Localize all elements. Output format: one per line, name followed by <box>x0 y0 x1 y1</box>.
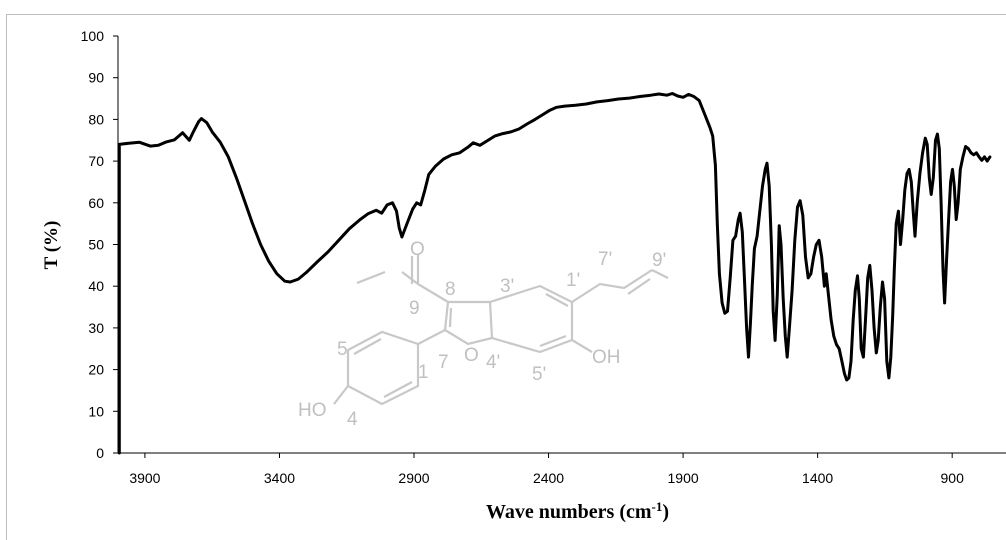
structure-label-oh-right: OH <box>592 347 621 368</box>
y-tick-label: 90 <box>88 70 104 86</box>
y-axis-label: T (%) <box>41 221 62 270</box>
structure-label-c7: 7 <box>438 352 449 373</box>
chart-frame <box>6 14 1006 540</box>
x-tick-label: 2900 <box>398 470 429 486</box>
x-axis-label-main: Wave numbers (cm <box>486 501 652 523</box>
x-axis-label-superscript: -1 <box>652 499 663 514</box>
x-axis-label-close: ) <box>662 501 669 523</box>
chart-axes <box>117 36 1006 454</box>
structure-label-c8: 8 <box>445 279 456 300</box>
series-layer <box>117 92 992 455</box>
x-tick-label: 3900 <box>129 470 160 486</box>
y-tick-label: 0 <box>96 445 104 461</box>
structure-label-c5: 5 <box>337 339 348 360</box>
structure-label-c5p: 5' <box>532 364 546 385</box>
structure-label-c7p: 7' <box>598 249 612 270</box>
structure-label-c4p: 4' <box>486 352 500 373</box>
x-axis-label: Wave numbers (cm-1) <box>486 499 669 523</box>
structure-label-ho-left: HO <box>298 400 327 421</box>
y-tick-label: 30 <box>88 320 104 336</box>
y-axis-ticks: 0 10 20 30 40 50 60 70 80 90 100 <box>81 28 118 461</box>
y-tick-label: 70 <box>88 153 104 169</box>
structure-label-o-ester: O <box>410 239 425 260</box>
chemical-structure-watermark: O 8 9 3' 1' 7' 9' 5 7 1 O 4' 5' OH HO 4 <box>298 239 669 430</box>
y-tick-label: 10 <box>88 403 104 419</box>
x-tick-label: 900 <box>941 470 965 486</box>
structure-label-c4: 4 <box>347 409 358 430</box>
y-tick-label: 60 <box>88 195 104 211</box>
structure-label-c9p: 9' <box>652 250 666 271</box>
y-tick-label: 80 <box>88 111 104 127</box>
structure-label-c1: 1 <box>418 362 429 383</box>
structure-label-c1p: 1' <box>566 270 580 291</box>
spectrum-line <box>117 92 992 455</box>
structure-label-c3p: 3' <box>500 276 514 297</box>
y-tick-label: 100 <box>81 28 105 44</box>
x-tick-label: 1900 <box>668 470 699 486</box>
y-tick-label: 50 <box>88 237 104 253</box>
x-axis-ticks: 3900 3400 2900 2400 1900 1400 900 <box>129 453 964 486</box>
structure-label-o-ring: O <box>464 345 479 366</box>
y-tick-label: 20 <box>88 362 104 378</box>
x-tick-label: 1400 <box>802 470 833 486</box>
y-tick-label: 40 <box>88 278 104 294</box>
structure-label-c9: 9 <box>409 298 420 319</box>
x-tick-label: 3400 <box>264 470 295 486</box>
x-tick-label: 2400 <box>533 470 564 486</box>
